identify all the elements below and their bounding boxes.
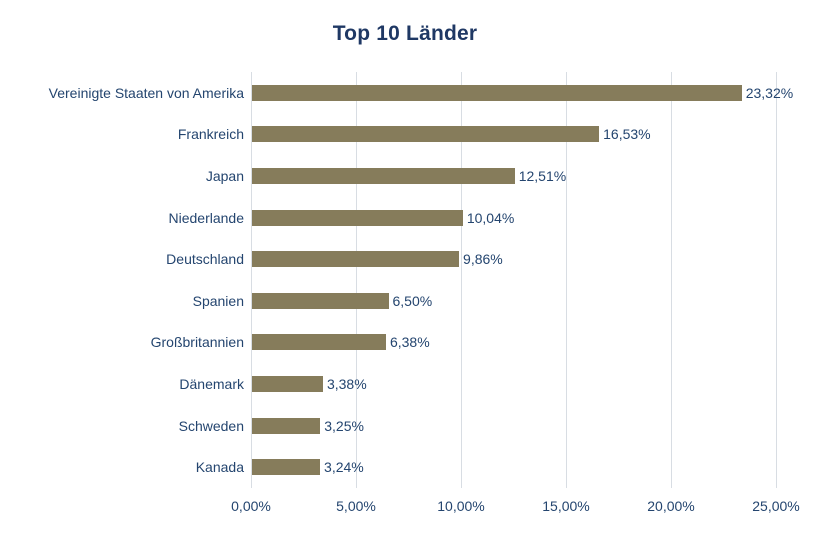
category-label: Niederlande bbox=[168, 209, 245, 226]
category-label: Deutschland bbox=[166, 251, 244, 268]
chart-row: Vereinigte Staaten von Amerika 23,32% bbox=[49, 72, 793, 114]
chart-row: Deutschland 9,86% bbox=[166, 238, 776, 280]
value-label: 12,51% bbox=[518, 167, 567, 184]
category-label: Frankreich bbox=[177, 126, 244, 143]
bar bbox=[252, 84, 742, 101]
value-label: 23,32% bbox=[745, 84, 794, 101]
category-label: Spanien bbox=[192, 292, 244, 309]
chart-row: Niederlande 10,04% bbox=[169, 197, 776, 239]
category-label: Großbritannien bbox=[150, 334, 244, 351]
bar bbox=[252, 417, 321, 434]
gridline bbox=[776, 72, 777, 488]
value-label: 16,53% bbox=[603, 126, 651, 143]
bar bbox=[252, 126, 600, 143]
chart-row: Spanien 6,50% bbox=[193, 280, 776, 322]
chart-row: Frankreich 16,53% bbox=[178, 114, 776, 156]
x-axis-tick-label: 10,00% bbox=[437, 498, 485, 514]
category-label: Dänemark bbox=[179, 375, 244, 392]
value-label: 3,25% bbox=[324, 417, 364, 434]
x-axis-tick-label: 5,00% bbox=[336, 498, 376, 514]
value-label: 10,04% bbox=[466, 209, 515, 226]
gridline bbox=[356, 72, 357, 488]
bar bbox=[252, 167, 515, 184]
value-label: 3,38% bbox=[326, 375, 367, 392]
category-label: Vereinigte Staaten von Amerika bbox=[48, 84, 244, 101]
category-label: Japan bbox=[205, 167, 244, 184]
chart-title: Top 10 Länder bbox=[332, 22, 478, 45]
gridline bbox=[566, 72, 567, 488]
plot-area: 0,00% 5,00% 10,00% 15,00% 20,00% 25,00% Verein… bbox=[49, 72, 800, 514]
x-axis-tick-label: 25,00% bbox=[752, 498, 800, 514]
chart-row: Dänemark 3,38% bbox=[179, 363, 776, 405]
chart-row: Japan 12,51% bbox=[206, 155, 776, 197]
bar bbox=[252, 209, 463, 226]
chart-row: Kanada 3,24% bbox=[196, 446, 776, 488]
bar bbox=[252, 375, 323, 392]
value-label: 6,50% bbox=[392, 292, 433, 309]
value-label: 3,24% bbox=[324, 459, 364, 476]
x-axis-tick-label: 0,00% bbox=[231, 498, 271, 514]
gridline bbox=[461, 72, 462, 488]
bar bbox=[252, 334, 386, 351]
x-axis-tick-label: 15,00% bbox=[542, 498, 590, 514]
chart-row: Schweden 3,25% bbox=[179, 405, 776, 447]
gridline bbox=[671, 72, 672, 488]
value-label: 6,38% bbox=[389, 334, 430, 351]
chart-row: Großbritannien 6,38% bbox=[151, 322, 776, 364]
bar bbox=[252, 251, 460, 268]
gridline bbox=[251, 72, 252, 488]
category-label: Schweden bbox=[178, 417, 244, 434]
bar bbox=[252, 292, 389, 309]
category-label: Kanada bbox=[195, 459, 244, 476]
value-label: 9,86% bbox=[463, 251, 503, 268]
bar bbox=[252, 459, 321, 476]
x-axis-tick-label: 20,00% bbox=[647, 498, 695, 514]
